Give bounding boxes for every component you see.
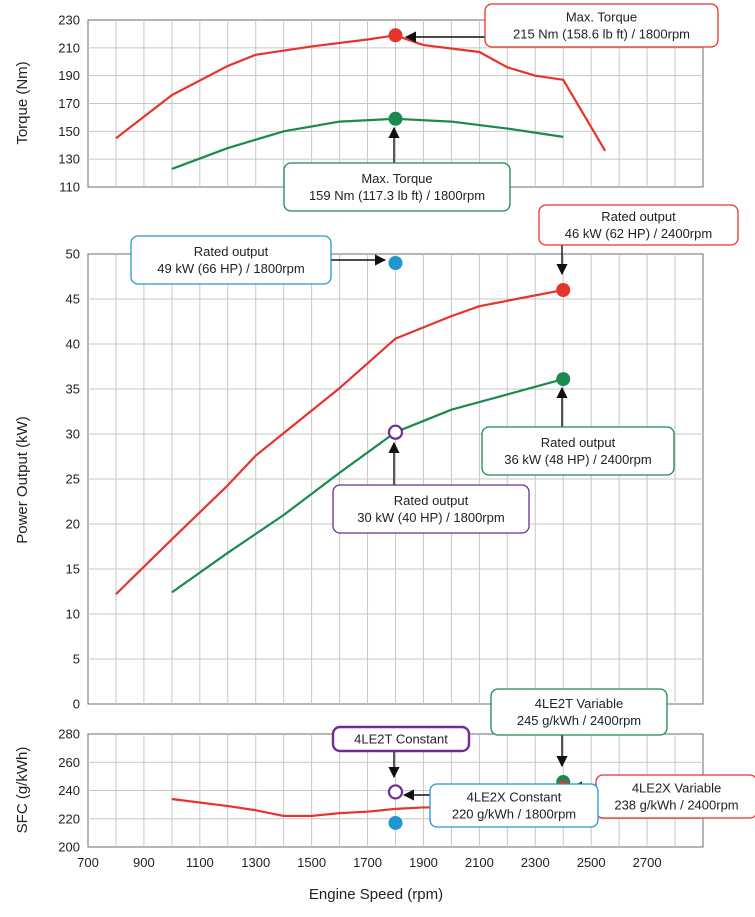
y-tick-label: 20 [66,517,80,532]
callout-detail: 30 kW (40 HP) / 1800rpm [357,510,504,525]
callout-box [538,204,739,246]
callout-title: Rated output [601,209,676,224]
torque-series [115,34,607,170]
callout-box [429,783,599,828]
callout-title: 4LE2X Constant [467,790,562,805]
callout-box [484,3,719,48]
y-tick-label: 210 [58,40,80,55]
sfc-y-ticks: 200 220 240 260 280 [58,727,80,855]
callout-title: Max. Torque [566,10,637,25]
x-tick-label: 2100 [465,855,494,870]
callout-detail: 245 g/kWh / 2400rpm [517,713,641,728]
y-tick-label: 190 [58,68,80,83]
y-tick-label: 150 [58,124,80,139]
callout-detail: 46 kW (62 HP) / 2400rpm [565,226,712,241]
y-tick-label: 30 [66,427,80,442]
x-tick-label: 2300 [521,855,550,870]
callout-box [481,426,675,476]
torque-y-ticks: 110 130 150 170 190 210 230 [58,13,80,195]
x-tick-label: 2700 [633,855,662,870]
x-tick-label: 1500 [297,855,326,870]
series-line [115,34,607,152]
power-callouts: Rated output 46 kW (62 HP) / 2400rpm Rated… [130,204,739,534]
callout-detail: 49 kW (66 HP) / 1800rpm [157,261,304,276]
torque-callouts: Max. Torque 215 Nm (158.6 lb ft) / 1800rp… [283,3,719,212]
series-line [171,378,564,594]
power-series [115,288,564,595]
callout-title: 4LE2T Variable [535,696,623,711]
callout-title: 4LE2X Variable [632,781,721,796]
y-tick-label: 35 [66,382,80,397]
callout-detail: 220 g/kWh / 1800rpm [452,807,576,822]
callout-title: Max. Torque [361,171,432,186]
power-panel: 0 5 10 15 20 25 30 35 40 45 50 Power Output (kW) R… [14,204,739,712]
y-tick-label: 40 [66,337,80,352]
point-marker [388,256,403,270]
y-tick-label: 15 [66,562,80,577]
callout-title: 4LE2T Constant [354,732,448,747]
y-tick-label: 230 [58,13,80,28]
point-marker [388,815,403,830]
y-tick-label: 25 [66,472,80,487]
y-tick-label: 50 [66,247,80,262]
power-gridlines [88,254,703,704]
y-tick-label: 170 [58,96,80,111]
callout-title: Rated output [194,244,269,259]
callout-box [331,725,471,753]
torque-panel: 110 130 150 170 190 210 230 Torque (Nm) Max. T… [14,3,719,212]
callout-detail: 159 Nm (117.3 lb ft) / 1800rpm [309,188,485,203]
callout-detail: 215 Nm (158.6 lb ft) / 1800rpm [513,27,690,42]
y-tick-label: 240 [58,783,80,798]
x-tick-label: 700 [77,855,99,870]
point-marker [556,372,571,387]
callout-box [490,688,668,736]
y-tick-label: 200 [58,840,80,855]
point-marker [388,111,403,126]
point-marker [387,424,404,440]
y-tick-label: 260 [58,755,80,770]
power-markers [387,256,571,440]
point-marker [388,28,403,43]
sfc-callouts: 4LE2T Variable 245 g/kWh / 2400rpm 4LE2X V… [331,688,755,828]
x-tick-label: 2500 [577,855,606,870]
x-axis-title: Engine Speed (rpm) [309,886,443,903]
x-tick-label: 1100 [186,855,214,870]
x-tick-label: 900 [133,855,155,870]
y-tick-label: 45 [66,292,80,307]
torque-y-axis-title: Torque (Nm) [14,61,31,144]
power-y-axis-title: Power Output (kW) [14,416,31,544]
y-tick-label: 220 [58,811,80,826]
x-tick-label: 1700 [353,855,382,870]
point-marker [556,283,571,297]
power-y-ticks: 0 5 10 15 20 25 30 35 40 45 50 [66,247,80,712]
callout-detail: 238 g/kWh / 2400rpm [614,798,738,813]
sfc-y-axis-title: SFC (g/kWh) [14,747,31,834]
torque-markers [388,28,403,126]
series-line [115,288,564,595]
series-line [171,117,564,170]
y-tick-label: 130 [58,152,80,167]
y-tick-label: 280 [58,727,80,742]
callout-detail: 36 kW (48 HP) / 2400rpm [504,452,651,467]
y-tick-label: 5 [73,652,80,667]
sfc-x-ticks: 700 900 1100 1300 1500 1700 1900 2100 2300 2500 27… [77,855,661,870]
y-tick-label: 110 [59,180,80,195]
x-tick-label: 1900 [409,855,438,870]
callout-title: Rated output [541,435,616,450]
x-tick-label: 1300 [241,855,270,870]
y-tick-label: 10 [66,607,80,622]
callout-title: Rated output [394,493,469,508]
callout-box [130,235,332,285]
callout-box [332,484,530,534]
callout-box [283,162,511,212]
sfc-panel: 200 220 240 260 280 700 900 1100 1300 1500 1700 19… [14,688,755,903]
point-marker [387,784,404,800]
y-tick-label: 0 [73,697,80,712]
